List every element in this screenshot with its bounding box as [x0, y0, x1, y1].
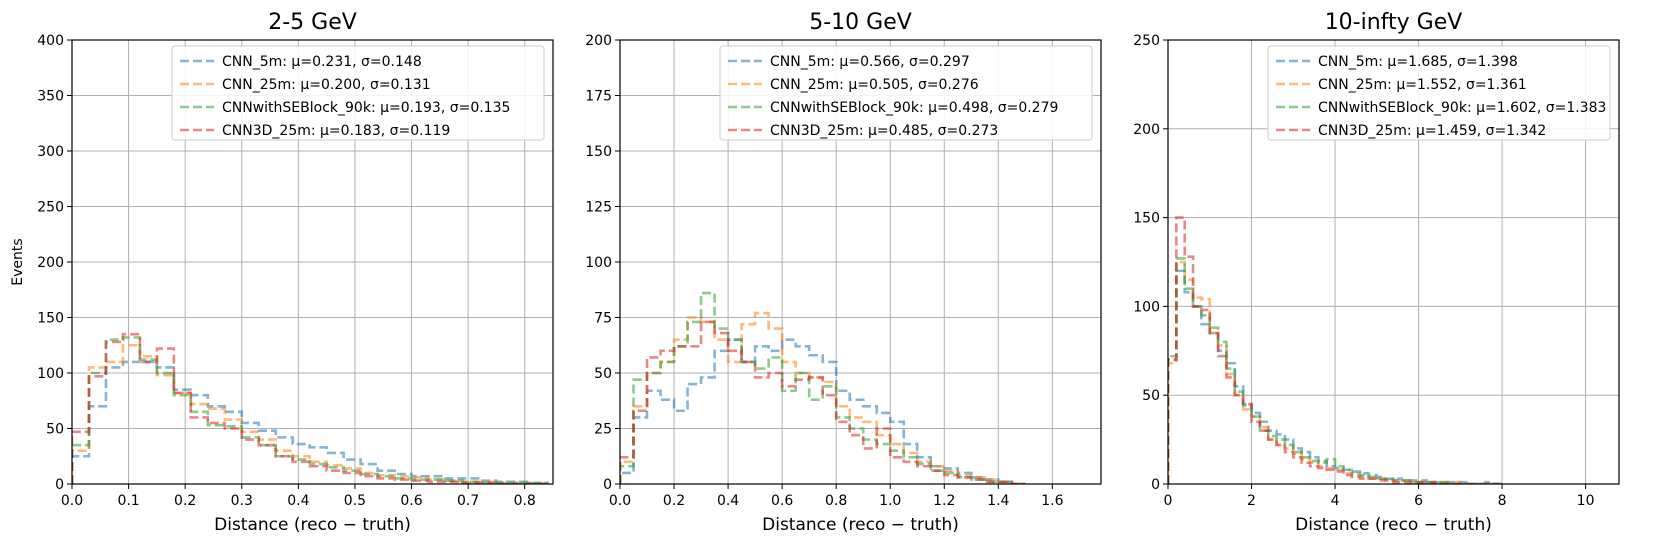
x-tick-label: 4 [1331, 493, 1340, 509]
legend-box [719, 45, 1093, 141]
histogram-series-CNN3D_25m [620, 320, 1026, 484]
legend-entry-CNN3D_25m: CNN3D_25m: μ=0.183, σ=0.119 [222, 123, 450, 139]
y-tick-label: 150 [585, 144, 612, 160]
x-axis-label: Distance (reco − truth) [762, 515, 959, 535]
y-tick-label: 100 [585, 255, 612, 271]
chart-title: 2-5 GeV [268, 10, 357, 35]
legend: CNN_5m: μ=0.566, σ=0.297 CNN_25m: μ=0.505… [719, 45, 1093, 141]
legend: CNN_5m: μ=0.231, σ=0.148 CNN_25m: μ=0.200… [171, 45, 545, 141]
x-tick-label: 8 [1498, 493, 1507, 509]
legend-entry-CNN_5m: CNN_5m: μ=1.685, σ=1.398 [1318, 54, 1518, 70]
x-tick-label: 0.5 [344, 493, 366, 509]
x-tick-label: 2 [1247, 493, 1256, 509]
x-tick-label: 1.4 [987, 493, 1009, 509]
y-tick-label: 350 [37, 89, 64, 105]
chart-panel-2: 0.0 0.2 0.4 0.6 0.8 1.0 1.2 1.4 1.6 0 25 50 75 100 125… [585, 10, 1102, 535]
histogram-series-CNN3D_25m [72, 332, 548, 484]
legend-entry-CNN3D_25m: CNN3D_25m: μ=1.459, σ=1.342 [1318, 123, 1546, 139]
legend-entry-CNN_25m: CNN_25m: μ=0.200, σ=0.131 [222, 77, 431, 93]
axes-frame [1167, 39, 1620, 485]
chart-panel-1: 0.0 0.1 0.2 0.3 0.4 0.5 0.6 0.7 0.8 0 50 100 150 200 2… [37, 10, 554, 535]
chart-title: 10-infty GeV [1325, 10, 1463, 35]
legend-entry-CNNwithSEBlock_90k: CNNwithSEBlock_90k: μ=0.193, σ=0.135 [222, 100, 510, 116]
chart-title: 5-10 GeV [809, 10, 912, 35]
y-tick-label: 200 [585, 33, 612, 49]
legend-entry-CNN_25m: CNN_25m: μ=1.552, σ=1.361 [1318, 77, 1527, 93]
figure-ylabel: Events [10, 238, 26, 285]
legend-entry-CNN_25m: CNN_25m: μ=0.505, σ=0.276 [770, 77, 979, 93]
x-tick-label: 0.8 [514, 493, 536, 509]
y-tick-label: 200 [1133, 122, 1160, 138]
histogram-series-CNN3D_25m [1168, 216, 1503, 484]
x-tick-label: 0.2 [663, 493, 685, 509]
x-tick-label: 0.0 [609, 493, 631, 509]
legend-box [1267, 45, 1611, 141]
y-tick-label: 0 [55, 477, 64, 493]
x-tick-label: 0 [1164, 493, 1173, 509]
y-tick-label: 150 [1133, 211, 1160, 227]
x-tick-label: 0.4 [287, 493, 309, 509]
x-tick-label: 0.7 [457, 493, 479, 509]
y-tick-label: 50 [1142, 388, 1160, 404]
y-tick-label: 50 [594, 366, 612, 382]
x-axis-label: Distance (reco − truth) [214, 515, 411, 535]
y-tick-label: 100 [37, 366, 64, 382]
legend-entry-CNN_5m: CNN_5m: μ=0.231, σ=0.148 [222, 54, 422, 70]
x-tick-label: 0.1 [117, 493, 139, 509]
y-tick-label: 200 [37, 255, 64, 271]
y-tick-label: 0 [603, 477, 612, 493]
x-tick-label: 10 [1577, 493, 1595, 509]
y-tick-label: 250 [1133, 33, 1160, 49]
x-tick-label: 0.6 [400, 493, 422, 509]
legend-entry-CNN_5m: CNN_5m: μ=0.566, σ=0.297 [770, 54, 970, 70]
legend-entry-CNN3D_25m: CNN3D_25m: μ=0.485, σ=0.273 [770, 123, 998, 139]
x-tick-label: 1.6 [1041, 493, 1063, 509]
y-tick-label: 175 [585, 89, 612, 105]
x-tick-label: 1.2 [933, 493, 955, 509]
histogram-series-CNN_5m [620, 338, 1026, 484]
histogram-series-CNN_5m [72, 360, 549, 484]
x-axis-label: Distance (reco − truth) [1295, 515, 1492, 535]
y-tick-label: 75 [594, 311, 612, 327]
y-tick-label: 100 [1133, 299, 1160, 315]
legend-entry-CNNwithSEBlock_90k: CNNwithSEBlock_90k: μ=0.498, σ=0.279 [770, 100, 1058, 116]
y-tick-label: 0 [1151, 477, 1160, 493]
x-tick-label: 0.2 [174, 493, 196, 509]
legend: CNN_5m: μ=1.685, σ=1.398 CNN_25m: μ=1.552… [1267, 45, 1611, 141]
x-tick-label: 0.6 [771, 493, 793, 509]
legend-entry-CNNwithSEBlock_90k: CNNwithSEBlock_90k: μ=1.602, σ=1.383 [1318, 100, 1606, 116]
x-tick-label: 0.0 [61, 493, 83, 509]
x-tick-label: 0.8 [825, 493, 847, 509]
y-tick-label: 250 [37, 200, 64, 216]
y-tick-label: 50 [46, 422, 64, 438]
y-tick-label: 400 [37, 33, 64, 49]
legend-box [171, 45, 545, 141]
y-tick-label: 125 [585, 200, 612, 216]
x-tick-label: 6 [1414, 493, 1423, 509]
y-tick-label: 150 [37, 311, 64, 327]
histogram-series-CNNwithSEBlock_90k [1168, 257, 1503, 484]
y-tick-label: 300 [37, 144, 64, 160]
histogram-series-CNN_25m [620, 311, 1026, 484]
x-tick-label: 0.4 [717, 493, 739, 509]
x-tick-label: 1.0 [879, 493, 901, 509]
x-tick-label: 0.3 [231, 493, 253, 509]
y-tick-label: 25 [594, 422, 612, 438]
